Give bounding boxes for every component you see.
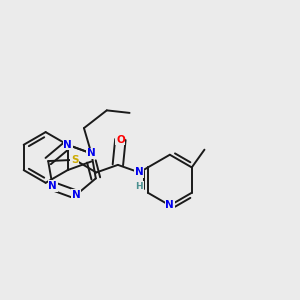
Text: N: N xyxy=(72,190,81,200)
Text: O: O xyxy=(116,134,125,145)
Text: H: H xyxy=(136,182,143,191)
Text: N: N xyxy=(63,140,72,150)
Text: N: N xyxy=(166,200,174,210)
Text: S: S xyxy=(71,155,79,165)
Text: N: N xyxy=(135,167,144,178)
Text: N: N xyxy=(48,181,57,191)
Text: N: N xyxy=(87,148,96,158)
